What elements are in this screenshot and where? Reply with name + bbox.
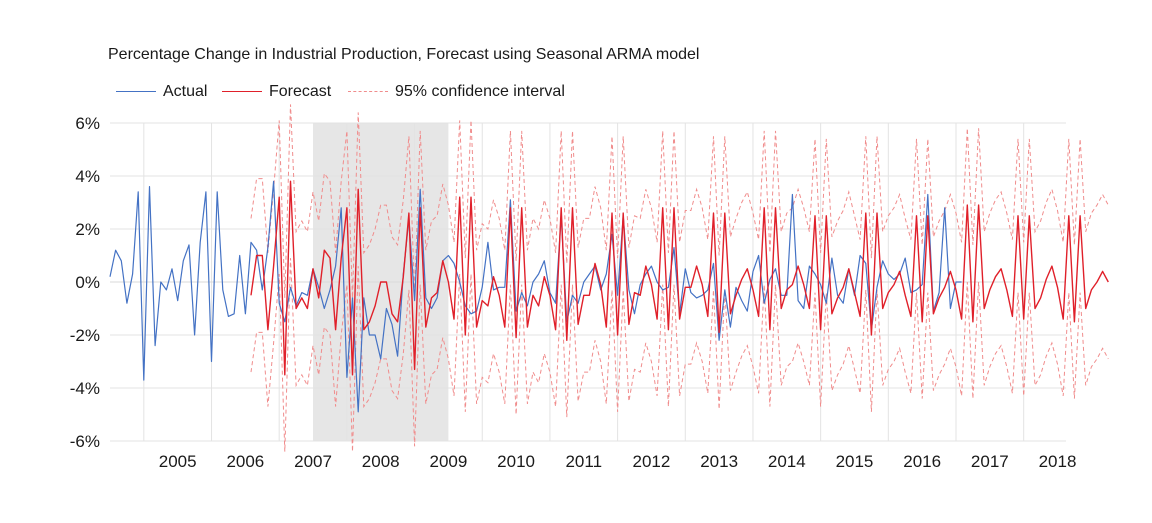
x-tick-label: 2013 [700, 452, 738, 471]
x-tick-label: 2007 [294, 452, 332, 471]
x-tick-label: 2008 [362, 452, 400, 471]
legend-label-forecast: Forecast [269, 83, 332, 100]
ci-lower-line [250, 258, 1109, 452]
actual-line [109, 180, 962, 413]
y-tick-label: 4% [75, 167, 100, 186]
legend-swatch-confidence-interval [348, 91, 388, 92]
x-tick-label: 2012 [633, 452, 671, 471]
y-tick-label: 0% [75, 273, 100, 292]
y-tick-label: -6% [70, 432, 100, 451]
x-tick-label: 2014 [768, 452, 806, 471]
legend-label-confidence-interval: 95% confidence interval [395, 83, 565, 100]
x-tick-label: 2018 [1039, 452, 1077, 471]
x-tick-label: 2005 [159, 452, 197, 471]
y-tick-label: 6% [75, 114, 100, 133]
forecast-line [250, 180, 1109, 376]
x-tick-label: 2016 [903, 452, 941, 471]
x-tick-label: 2009 [429, 452, 467, 471]
y-tick-label: 2% [75, 220, 100, 239]
x-tick-label: 2006 [226, 452, 264, 471]
x-tick-label: 2015 [836, 452, 874, 471]
x-tick-label: 2010 [497, 452, 535, 471]
legend-swatch-actual [116, 91, 156, 92]
x-tick-label: 2011 [565, 452, 602, 471]
chart-title: Percentage Change in Industrial Producti… [108, 46, 700, 63]
y-tick-label: -2% [70, 326, 100, 345]
y-tick-label: -4% [70, 379, 100, 398]
legend-label-actual: Actual [163, 83, 208, 100]
legend-swatch-forecast [222, 91, 262, 92]
x-tick-label: 2017 [971, 452, 1009, 471]
ci-upper-line [250, 104, 1109, 298]
